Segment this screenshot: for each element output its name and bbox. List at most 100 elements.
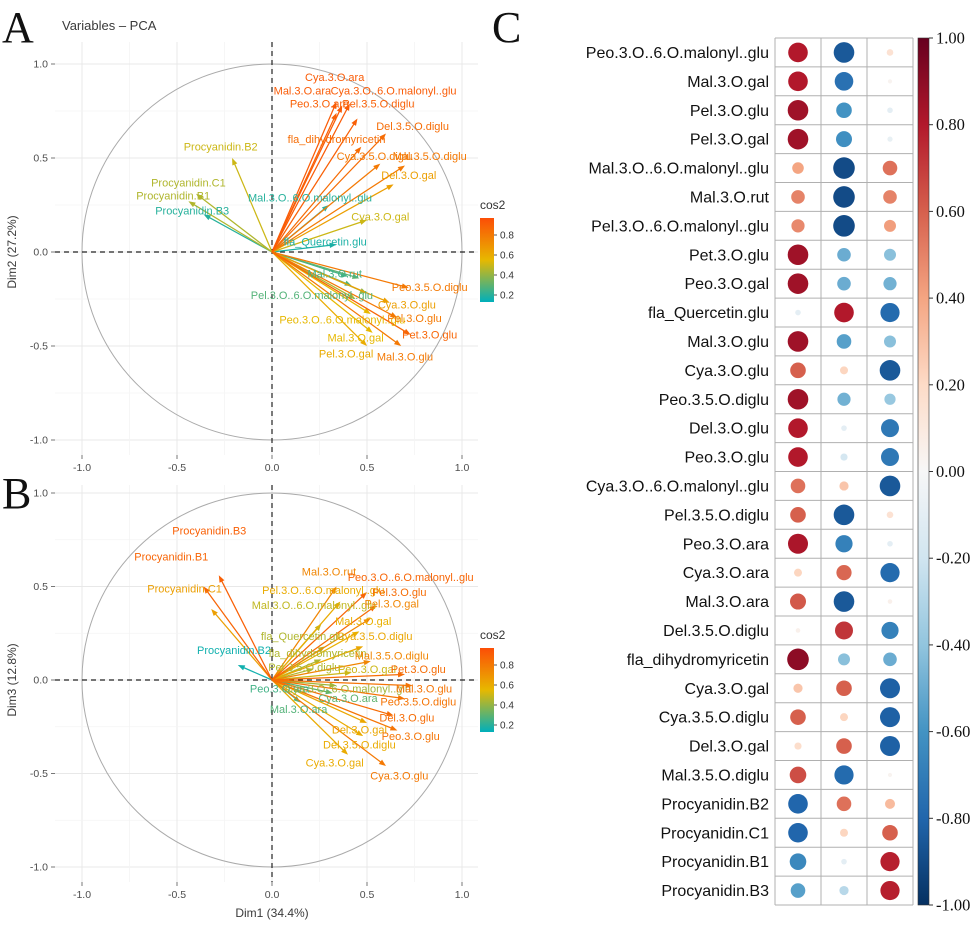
pca-arrow-label: Del.3.5.O.diglu <box>376 121 449 133</box>
x-tick-label: -1.0 <box>73 462 91 474</box>
pca-arrow-label: Pel.3.O.gal <box>319 349 373 361</box>
pca-arrow <box>271 251 400 345</box>
corr-dot <box>834 765 854 785</box>
pca-arrow <box>240 665 273 681</box>
corr-dot <box>794 568 802 577</box>
pca-arrowhead <box>351 118 358 126</box>
corr-dot <box>787 331 809 352</box>
pca-arrowhead <box>386 184 394 191</box>
pca-arrow-label: Mal.3.5.O.diglu <box>393 151 467 163</box>
pca-arrowhead <box>397 695 405 701</box>
pca-arrow <box>271 679 403 699</box>
corr-dot <box>790 709 806 725</box>
row-label: Pel.3.O.glu <box>690 103 769 120</box>
row-label: Mal.3.O.glu <box>687 334 769 351</box>
pca-arrow-label: Peo.3.O.ara <box>290 98 350 110</box>
corr-dot <box>787 648 809 671</box>
y-tick-label: 0.5 <box>33 581 48 593</box>
pca-arrow-label: Peo.3.O.ara <box>250 683 310 695</box>
pca-arrow-label: Mal.3.O.ara <box>270 704 328 716</box>
row-label: Peo.3.O.glu <box>685 450 770 467</box>
pca-arrowhead <box>196 193 204 201</box>
row-label: Procyanidin.B1 <box>661 854 769 871</box>
pca-arrow <box>271 588 336 681</box>
pca-arrow <box>271 105 350 253</box>
y-tick-label: 0.0 <box>33 247 48 259</box>
pca-arrowhead <box>329 682 337 688</box>
corr-dot <box>788 71 808 92</box>
pca-arrow <box>271 185 392 253</box>
pca-arrowhead <box>203 214 212 221</box>
pca-arrow-label: Cya.3.O.ara <box>305 72 365 84</box>
pca-arrow <box>271 679 384 765</box>
pca-arrow-label: Procyanidin.B1 <box>136 191 210 203</box>
corr-dot <box>840 366 848 375</box>
pca-arrow <box>212 610 273 681</box>
pca-arrow-label: Del.3.O.gal <box>332 725 387 737</box>
pca-plot-dim1-dim2: 1.0 0.5 0.0 -0.5 -1.0 -1.0 -0.5 0.0 0.5 1.0 Variab… <box>5 18 514 474</box>
corr-dot <box>880 563 900 583</box>
corr-dot <box>790 362 806 379</box>
colorbar-tick-label: 0.00 <box>936 462 965 481</box>
row-label: Cya.3.O.gal <box>685 681 769 698</box>
x-tick-label: 0.5 <box>360 889 375 901</box>
corr-dot <box>881 621 899 640</box>
corr-dot <box>884 393 896 405</box>
corr-dot <box>887 599 893 604</box>
row-label: Peo.3.5.O.diglu <box>659 392 769 409</box>
pca-arrow <box>271 166 403 253</box>
pca-arrow <box>271 606 375 681</box>
corr-dot <box>886 511 894 519</box>
corr-dot <box>839 885 849 896</box>
pca-arrow <box>198 195 273 253</box>
corr-dot <box>841 425 847 431</box>
pca-arrowhead <box>397 165 405 172</box>
pca-arrow-label: Pel.3.O.gal <box>364 598 418 610</box>
y-tick-label: 0.5 <box>33 153 48 165</box>
corr-dot <box>833 591 855 612</box>
panel-label-b: B <box>2 469 32 518</box>
pca-arrow <box>271 679 347 754</box>
correlation-dot-matrix: Peo.3.O..6.O.malonyl..glu Mal.3.O.gal Pel.… <box>586 29 971 915</box>
pca-arrow <box>271 251 407 288</box>
pca-arrow-label: Mal.3.O.rut <box>302 567 356 579</box>
corr-dot <box>790 507 806 523</box>
corr-dot <box>833 186 855 208</box>
pca-arrowhead <box>363 618 371 625</box>
pca-arrowhead <box>363 659 371 666</box>
row-label: Mal.3.O.rut <box>690 189 770 206</box>
corr-dot <box>839 481 849 491</box>
pca-arrow <box>271 679 410 687</box>
colorbar-tick-label: 0.20 <box>936 375 965 394</box>
corr-dot <box>790 883 806 898</box>
pca-arrow <box>271 107 342 253</box>
pca-arrow <box>271 679 330 694</box>
corr-dot <box>883 190 897 204</box>
pca-arrow-label: fla_dihydromyricetin <box>269 648 367 660</box>
pca-arrow-label: Cya.3.5.O.diglu <box>337 151 413 163</box>
y-tick-label: -0.5 <box>30 768 48 780</box>
corr-dot <box>836 796 852 812</box>
corr-dot <box>887 136 893 142</box>
row-label: Pel.3.O.gal <box>690 132 769 149</box>
pca-arrow-label: Pel.3.5.O.diglu <box>342 98 414 110</box>
row-label: Procyanidin.C1 <box>661 825 770 842</box>
pca-arrowhead <box>382 297 390 303</box>
pca-arrow-label: Procyanidin.B2 <box>197 645 271 657</box>
pca-arrow-label: fla_Quercetin.glu <box>261 631 344 643</box>
pca-arrow-label: Mal.3.O.gal <box>335 616 391 628</box>
pca-arrowhead <box>379 133 386 141</box>
corr-dot <box>837 392 851 406</box>
pca-arrowhead <box>403 328 411 335</box>
pca-arrow-label: Cya.3.O.glu <box>378 300 436 312</box>
pca-arrowhead <box>389 312 398 318</box>
pca-arrowhead <box>344 103 350 111</box>
pca-arrowhead <box>355 646 364 652</box>
colorbar <box>917 37 930 906</box>
pca-arrow <box>271 619 369 681</box>
row-label: Cya.3.O.ara <box>683 565 769 582</box>
row-label: Peo.3.O.ara <box>683 536 769 553</box>
pca-arrowhead <box>360 339 367 346</box>
corr-dot <box>880 736 900 757</box>
y-tick-label: 1.0 <box>33 59 48 71</box>
